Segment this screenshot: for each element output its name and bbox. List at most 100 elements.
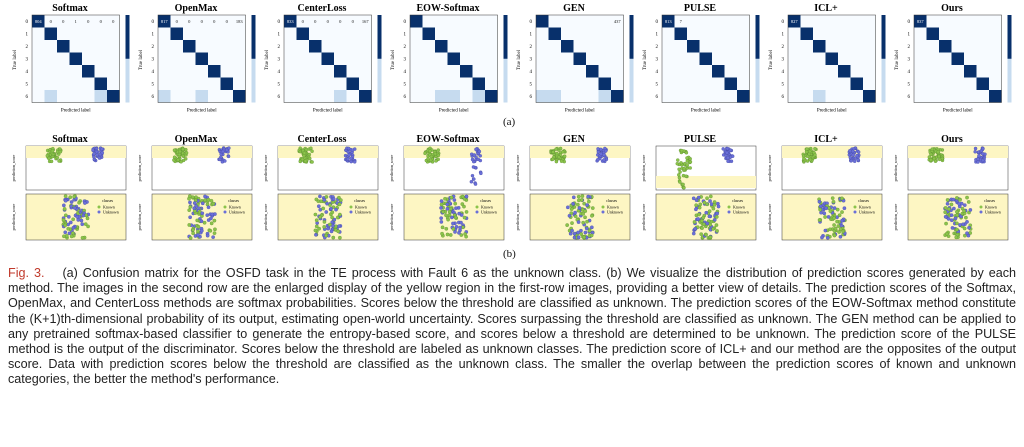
confusion-matrix-5: PULSE True label 0 1 2 3 4 5 6 813 7 Predicted labe… [643,3,760,114]
cm-cell [926,27,939,40]
cm-cell [57,90,70,103]
cm-cell [939,27,952,40]
cm-cell [460,27,473,40]
cm-cell [69,65,82,78]
cm-cell [309,65,322,78]
known-point [307,152,312,157]
unknown-point [192,206,197,211]
cm-row-tick: 0 [26,20,29,25]
unknown-point [696,217,700,221]
cm-cell [296,40,309,53]
cm-cell [359,65,372,78]
cm-cell [598,77,611,90]
cm-value-label: 0 [112,19,115,24]
cm-cell [838,77,851,90]
unknown-point [205,233,210,238]
cm-cell [813,77,826,90]
unknown-point [838,235,843,239]
known-point [587,229,592,233]
cm-cell [737,52,750,65]
cm-cell [435,15,448,28]
known-point [462,204,466,209]
cm-cell [233,27,246,40]
cm-cell [183,65,196,78]
cm-cell [460,15,473,28]
known-point [47,156,51,161]
cm-cell [951,52,964,65]
cm-row-tick: 2 [656,45,659,50]
cm-cell [737,15,750,28]
cm-cell [410,77,423,90]
unknown-point [75,215,80,219]
known-point [209,221,214,226]
cm-cell [233,77,246,90]
cm-cell [69,27,82,40]
cm-cell [183,15,196,28]
score-plot-6: ICL+prediction_scoreprediction_scoreclas… [767,134,883,241]
unknown-point [980,152,985,156]
known-point [943,206,948,210]
known-point [439,202,444,207]
known-point [965,195,969,200]
caption-label: Fig. 3. [8,266,45,280]
cm-value-label: 833 [287,19,295,24]
unknown-point [951,197,956,202]
known-point [677,173,681,177]
unknown-point [199,219,204,224]
cm-row-tick: 3 [530,58,533,63]
cm-cell [662,65,675,78]
cm-cell [195,40,208,53]
unknown-point [454,206,458,210]
known-point [453,201,458,206]
legend-title: classes [984,198,996,203]
known-point [576,194,581,199]
cm-cell [939,40,952,53]
legend-known: Known [481,205,493,210]
legend-known: Known [355,205,367,210]
unknown-point [855,153,859,158]
unknown-point [691,196,696,201]
known-point [436,148,440,152]
known-point [328,203,332,207]
cm-cell [712,52,725,65]
known-point [453,215,458,220]
legend-known: Known [229,205,241,210]
known-point [964,215,968,220]
unknown-point [965,231,969,236]
unknown-point [725,151,729,155]
cm-value-label: 437 [614,19,622,24]
cm-cell [32,90,45,103]
cm-frame [409,14,498,103]
cm-cell [410,40,423,53]
unknown-point [602,158,606,162]
unknown-point [949,218,954,223]
unknown-point [209,216,213,221]
unknown-point [329,207,333,211]
known-point [937,157,942,162]
unknown-point [583,230,588,235]
known-point [449,206,453,211]
known-point [569,207,574,211]
cm-cell [687,15,700,28]
cm-cell [195,15,208,28]
cm-cell [926,40,939,53]
score-ylabel-upper: prediction_score [137,154,142,181]
known-point [697,212,701,217]
cm-value-label: 183 [236,19,244,24]
cm-row-tick: 2 [782,45,785,50]
cm-cell [195,77,208,90]
cm-cell [825,27,838,40]
known-point [208,229,213,233]
highlight-band [152,146,252,158]
cm-cell [712,77,725,90]
cm-cell [296,65,309,78]
cm-row-tick: 0 [656,20,659,25]
cm-value-label: 0 [201,19,204,24]
unknown-point [318,194,322,199]
known-point [808,157,812,162]
known-point [195,218,200,223]
known-point [313,228,318,233]
cm-cell [964,77,977,90]
known-point [954,235,959,240]
cm-cell [309,90,322,103]
